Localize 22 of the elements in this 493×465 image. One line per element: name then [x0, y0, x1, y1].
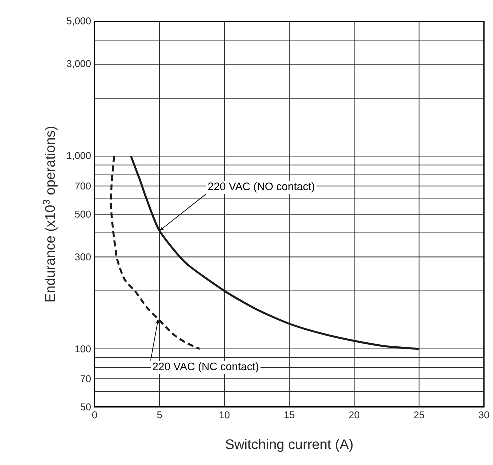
x-tick-label: 5 [157, 411, 162, 418]
y-tick-label: 500 [75, 210, 91, 218]
y-tick-label: 3,000 [67, 60, 91, 68]
y-tick-label: 5,000 [67, 17, 91, 26]
annotation: 220 VAC (NO contact) [208, 182, 315, 192]
x-tick-label: 20 [349, 411, 360, 418]
annotation: 220 VAC (NC contact) [153, 362, 259, 372]
y-axis-title: Endurance (x10$^{3}$ operations) [43, 126, 58, 302]
x-axis-title: Switching current (A) [226, 439, 353, 452]
x-tick-label: 15 [284, 411, 295, 418]
line-series [130, 155, 420, 350]
x-tick-label: 25 [414, 411, 424, 418]
y-tick-label: 1,000 [67, 152, 91, 160]
line-series [110, 155, 201, 350]
y-tick-label: 700 [75, 182, 91, 190]
x-tick-label: 10 [220, 411, 230, 418]
y-tick-label: 50 [80, 403, 91, 410]
x-tick-label: 0 [92, 411, 98, 418]
y-tick-label: 300 [75, 253, 91, 260]
y-tick-label: 100 [76, 345, 91, 352]
x-tick-label: 30 [479, 411, 490, 418]
y-tick-label: 70 [80, 375, 91, 382]
